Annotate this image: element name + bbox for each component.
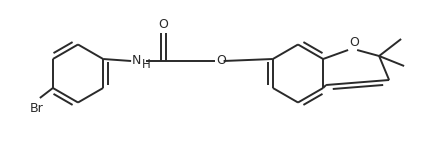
Text: H: H	[141, 59, 150, 71]
Text: O: O	[158, 18, 168, 31]
Text: Br: Br	[30, 102, 44, 115]
Text: O: O	[349, 35, 359, 49]
Text: N: N	[132, 54, 141, 66]
Text: O: O	[216, 54, 227, 66]
